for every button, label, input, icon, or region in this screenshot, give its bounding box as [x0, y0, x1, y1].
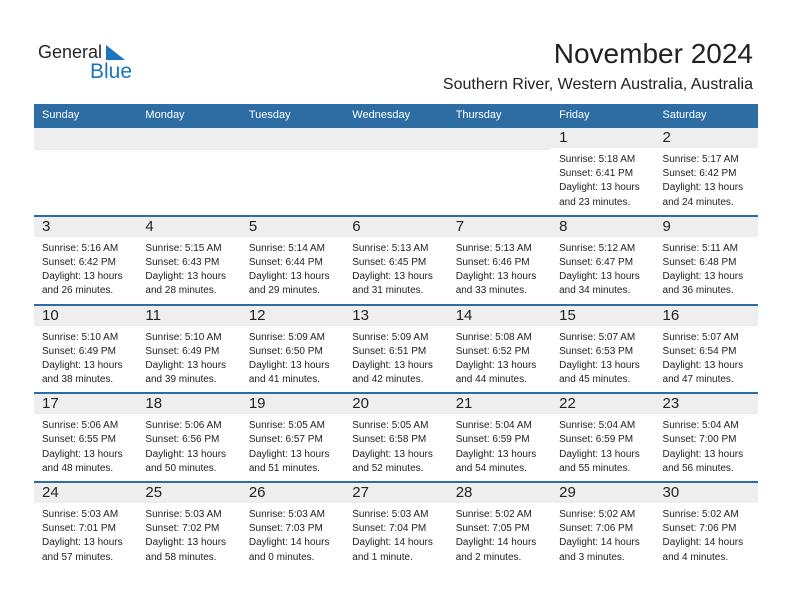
- svg-text:Blue: Blue: [90, 60, 132, 82]
- svg-text:General: General: [38, 42, 102, 62]
